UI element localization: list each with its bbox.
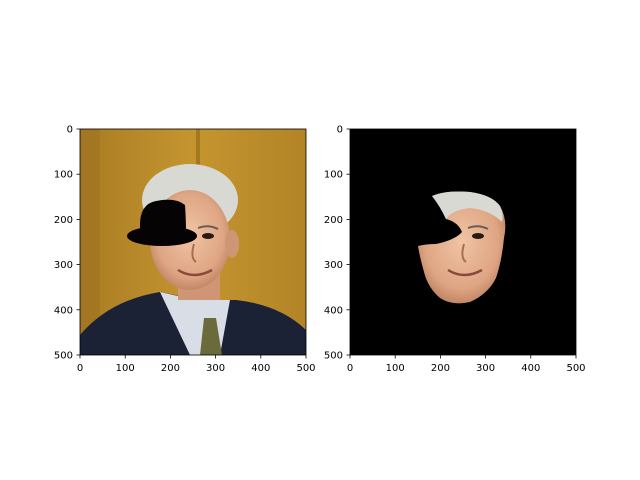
- axes-frame-masked: [349, 128, 577, 356]
- ear-right: [225, 230, 239, 258]
- x-tick-label: 200: [431, 363, 450, 374]
- panel-original: [79, 128, 307, 356]
- masked-face: [418, 191, 506, 304]
- eyebrow: [197, 225, 219, 230]
- x-tick-label: 400: [521, 363, 540, 374]
- y-tick-label: 100: [54, 170, 73, 181]
- y-tick-label: 400: [324, 305, 343, 316]
- panel-masked: [349, 128, 577, 356]
- y-tick-label: 500: [324, 351, 343, 362]
- y-tick-label: 0: [337, 125, 343, 136]
- x-tick-label: 100: [116, 363, 135, 374]
- y-tick-label: 400: [54, 305, 73, 316]
- x-tick-label: 500: [566, 363, 585, 374]
- masked-nose: [461, 243, 467, 263]
- photo-original: [80, 129, 306, 355]
- x-tick-label: 300: [206, 363, 225, 374]
- masked-eyebrow: [467, 225, 489, 230]
- y-tick-label: 200: [324, 215, 343, 226]
- hat-brim: [127, 226, 197, 246]
- x-tick-label: 400: [251, 363, 270, 374]
- wall-panel-edge: [80, 129, 100, 355]
- masked-eye: [472, 233, 484, 239]
- x-tick-label: 200: [161, 363, 180, 374]
- y-tick-label: 200: [54, 215, 73, 226]
- x-tick-label: 0: [347, 363, 353, 374]
- x-tick-label: 0: [77, 363, 83, 374]
- axis-ticks: 0 100 200 300 400 500 0 100 200 300 400 500 0 100 200 3…: [54, 125, 586, 375]
- eye: [202, 233, 214, 239]
- mouth: [177, 268, 213, 277]
- y-tick-label: 500: [54, 351, 73, 362]
- y-tick-label: 300: [54, 260, 73, 271]
- x-tick-label: 300: [476, 363, 495, 374]
- masked-mouth: [447, 268, 483, 277]
- axes-frame-original: [79, 128, 307, 356]
- y-tick-label: 0: [67, 125, 73, 136]
- masked-hair: [432, 191, 503, 222]
- x-tick-label: 100: [386, 363, 405, 374]
- tie: [200, 318, 222, 355]
- x-tick-label: 500: [296, 363, 315, 374]
- y-tick-label: 300: [324, 260, 343, 271]
- photo-masked: [350, 129, 576, 355]
- hat-crown: [139, 199, 186, 232]
- nose: [191, 243, 197, 263]
- y-tick-label: 100: [324, 170, 343, 181]
